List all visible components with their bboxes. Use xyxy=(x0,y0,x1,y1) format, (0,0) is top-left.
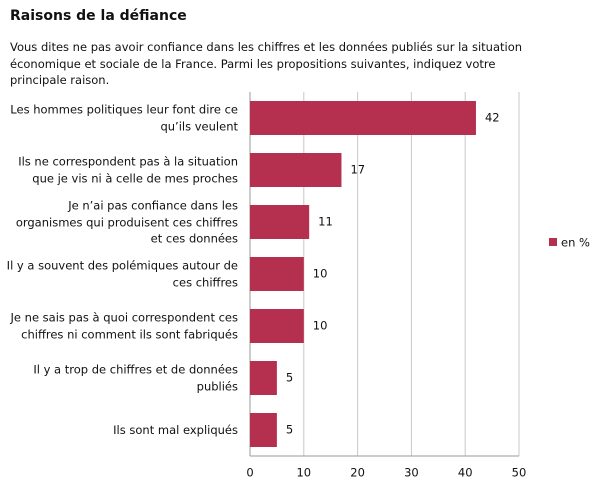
x-tick-label: 50 xyxy=(512,466,527,480)
bar xyxy=(250,101,476,135)
bar xyxy=(250,309,304,343)
value-label: 42 xyxy=(485,111,500,125)
y-tick-label: Je n’ai pas confiance dans les organisme… xyxy=(15,198,238,246)
y-tick-label: Ils ne correspondent pas à la situation … xyxy=(18,154,238,186)
value-label: 17 xyxy=(350,163,365,177)
value-label: 5 xyxy=(286,423,293,437)
bar xyxy=(250,257,304,291)
y-tick-label: Il y a trop de chiffres et de données pu… xyxy=(33,362,238,394)
value-label: 10 xyxy=(313,267,328,281)
chart-title: Raisons de la défiance xyxy=(10,8,187,24)
y-tick-label: Il y a souvent des polémiques autour de … xyxy=(6,258,238,290)
y-tick-label: Ils sont mal expliqués xyxy=(113,422,238,437)
value-label: 10 xyxy=(313,319,328,333)
y-tick-label: Je ne sais pas à quoi correspondent ces … xyxy=(10,310,238,342)
bar xyxy=(250,153,342,187)
y-tick-label: Les hommes politiques leur font dire ce … xyxy=(10,102,238,134)
value-label: 5 xyxy=(286,371,293,385)
chart-subtitle: Vous dites ne pas avoir confiance dans l… xyxy=(10,40,523,87)
bar xyxy=(250,413,277,447)
bar xyxy=(250,205,310,239)
legend-label: en % xyxy=(561,236,590,250)
x-tick-label: 10 xyxy=(296,466,311,480)
x-tick-label: 20 xyxy=(350,466,365,480)
x-tick-label: 30 xyxy=(404,466,419,480)
value-label: 11 xyxy=(318,215,333,229)
legend-swatch xyxy=(549,238,557,246)
x-tick-label: 40 xyxy=(458,466,473,480)
x-tick-label: 0 xyxy=(246,466,253,480)
bar xyxy=(250,361,277,395)
